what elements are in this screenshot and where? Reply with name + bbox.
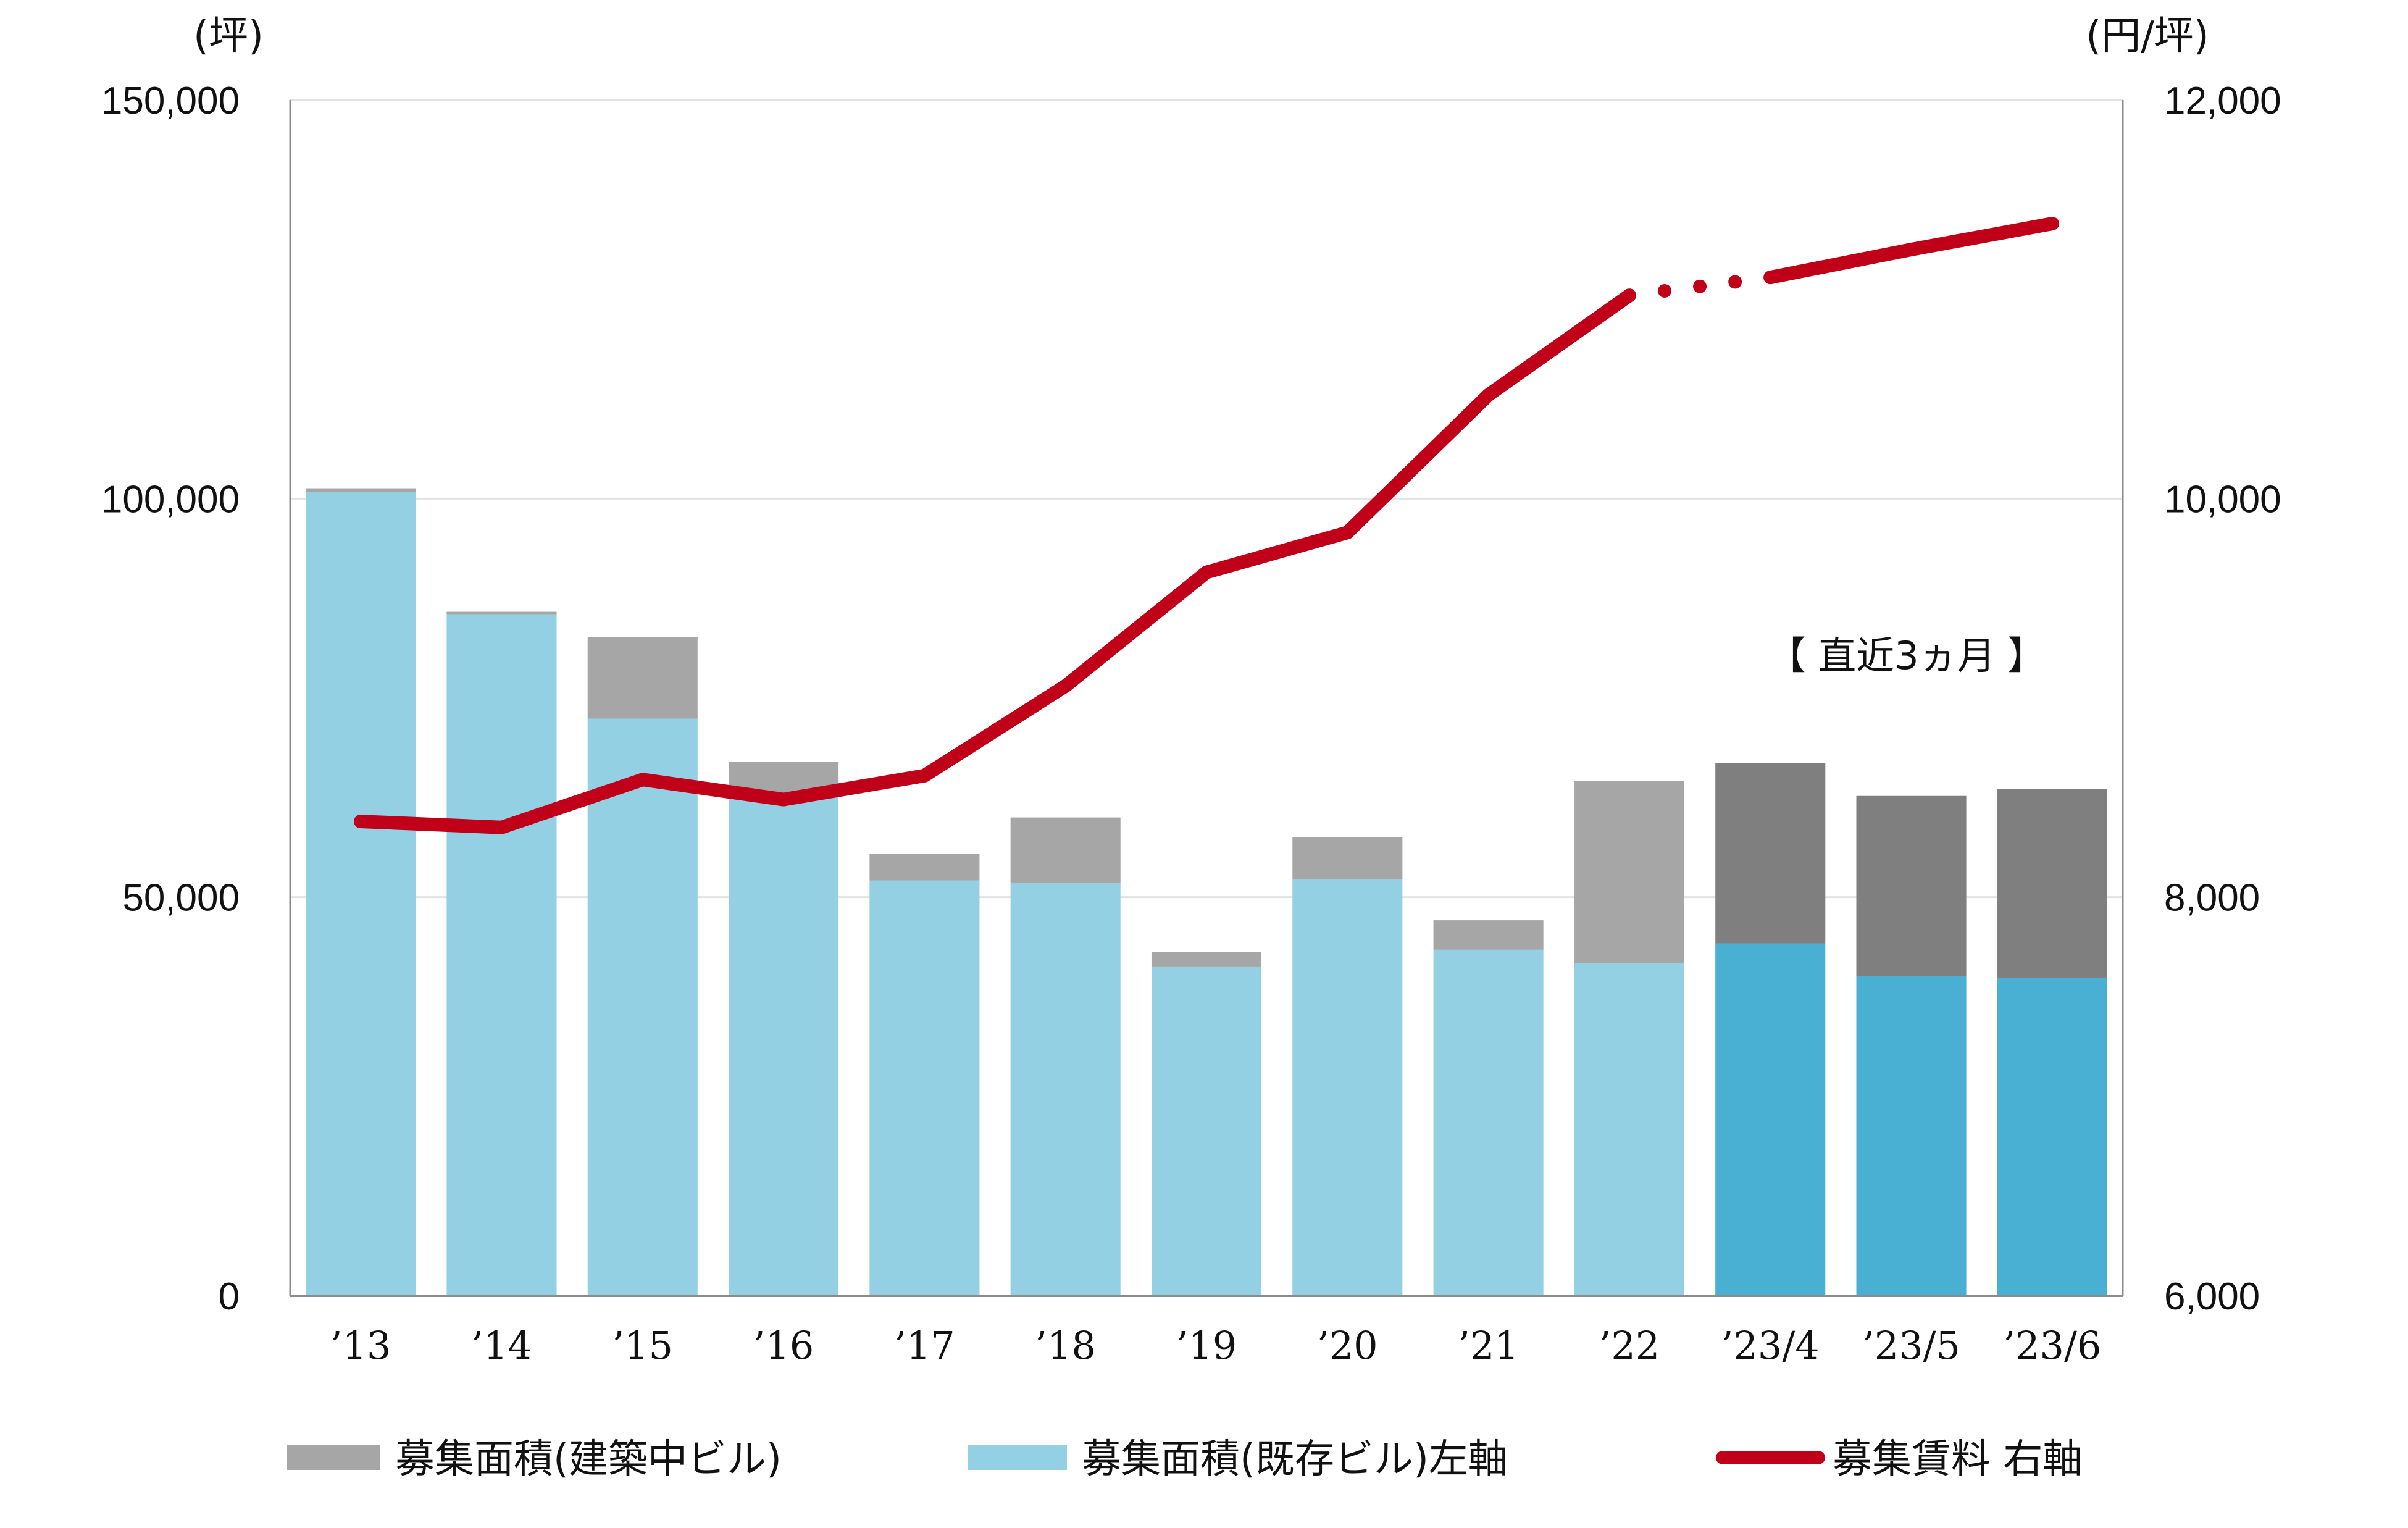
x-tick-label: ’14	[471, 1323, 532, 1368]
x-tick-label: ’23/6	[2003, 1323, 2101, 1368]
rent-point	[1200, 565, 1213, 579]
legend-swatch-existing	[968, 1445, 1067, 1470]
rent-point	[1340, 526, 1355, 540]
legend-label-existing: 募集面積(既存ビル)左軸	[1082, 1437, 1508, 1482]
bar-existing	[1151, 966, 1262, 1296]
rent-point	[1481, 388, 1495, 402]
left-tick-label: 0	[219, 1275, 240, 1318]
bar-existing	[1010, 883, 1121, 1296]
rent-point	[1763, 271, 1778, 285]
bar-construction	[1574, 781, 1684, 963]
recent-months-annotation: 【 直近3ヵ月 】	[1768, 633, 2046, 678]
right-tick-label: 6,000	[2164, 1275, 2260, 1318]
rent-point	[1904, 243, 1918, 256]
x-tick-label: ’13	[330, 1323, 391, 1368]
x-tick-label: ’20	[1317, 1323, 1378, 1368]
x-tick-label: ’23/5	[1862, 1323, 1960, 1368]
bar-construction	[1010, 817, 1121, 883]
x-tick-label: ’19	[1176, 1323, 1237, 1368]
left-tick-label: 100,000	[101, 478, 240, 521]
rent-point	[1622, 288, 1636, 303]
right-tick-label: 10,000	[2164, 478, 2281, 521]
rent-line-dot	[1728, 275, 1742, 289]
rent-point	[918, 768, 932, 783]
rent-point	[2045, 217, 2059, 231]
bar-construction	[587, 637, 698, 719]
rent-point	[1058, 679, 1072, 693]
bar-construction	[1433, 920, 1544, 950]
bar-existing	[1715, 943, 1826, 1296]
rent-point	[354, 815, 368, 829]
bars	[306, 488, 2107, 1296]
bar-construction	[1997, 789, 2107, 978]
right-axis-unit: (円/坪)	[2086, 14, 2209, 59]
bar-existing	[446, 614, 557, 1296]
right-tick-label: 12,000	[2164, 80, 2281, 122]
left-axis-unit: (坪)	[193, 14, 264, 59]
bar-existing	[729, 797, 839, 1296]
x-tick-label: ’15	[612, 1323, 673, 1368]
legend-label-rent: 募集賃料 右軸	[1833, 1437, 2082, 1482]
bar-construction	[306, 488, 416, 493]
bar-existing	[306, 492, 416, 1296]
legend-swatch-construction	[287, 1445, 380, 1470]
left-tick-label: 150,000	[101, 80, 240, 122]
bar-construction	[869, 854, 980, 881]
bar-existing	[1856, 976, 1967, 1296]
x-tick-label: ’16	[753, 1323, 814, 1368]
bar-existing	[1433, 949, 1544, 1296]
x-tick-label: ’21	[1458, 1323, 1519, 1368]
rent-line	[354, 217, 2059, 834]
bar-construction	[1715, 763, 1826, 944]
bar-existing	[869, 880, 980, 1296]
axis-labels: 0 6,000 50,000 8,000 100,000 10,000 150,000 12,…	[101, 80, 2281, 1368]
legend-label-construction: 募集面積(建築中ビル)	[395, 1437, 782, 1482]
rent-point	[635, 773, 650, 787]
bar-construction	[1151, 952, 1262, 967]
rent-line-segment	[354, 288, 1636, 834]
x-tick-label: ’23/4	[1721, 1323, 1820, 1368]
x-tick-label: ’18	[1035, 1323, 1096, 1368]
bar-existing	[1574, 963, 1684, 1296]
x-tick-label: ’17	[894, 1323, 955, 1368]
left-tick-label: 50,000	[122, 877, 240, 920]
bar-existing	[1997, 978, 2107, 1296]
rent-point	[495, 820, 509, 834]
rent-line-dot	[1658, 283, 1671, 298]
rent-point	[777, 792, 791, 807]
x-tick-label: ’22	[1599, 1323, 1660, 1368]
rent-line-dot	[1693, 279, 1707, 293]
bar-construction	[1292, 837, 1403, 880]
legend: 募集面積(建築中ビル) 募集面積(既存ビル)左軸 募集賃料 右軸	[287, 1437, 2082, 1482]
bar-existing	[587, 718, 698, 1296]
axes	[289, 100, 2124, 1297]
bar-construction	[446, 611, 557, 615]
gridlines	[290, 99, 2123, 899]
bar-existing	[1292, 879, 1403, 1296]
bar-construction	[1856, 795, 1967, 976]
right-tick-label: 8,000	[2164, 877, 2260, 920]
